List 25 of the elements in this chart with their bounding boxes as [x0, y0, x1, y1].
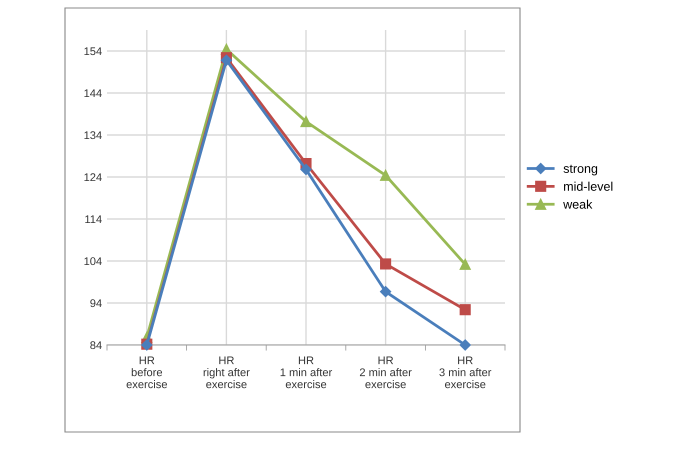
x-tick-label: HR 2 min after exercise: [360, 356, 412, 388]
legend-label: mid-level: [564, 182, 612, 191]
y-tick-label: 134: [84, 131, 102, 140]
point: [300, 116, 312, 128]
point: [380, 258, 392, 270]
y-tick-label: 84: [90, 341, 102, 350]
legend-label: weak: [563, 200, 592, 209]
y-tick-label: 124: [84, 173, 102, 182]
point: [460, 304, 471, 316]
point: [460, 339, 471, 351]
y-tick-label: 144: [84, 89, 102, 98]
point: [380, 286, 392, 298]
point: [380, 170, 392, 181]
y-tick-label: 154: [84, 47, 102, 56]
x-tick-label: HR 3 min after exercise: [439, 356, 492, 388]
point: [460, 258, 471, 270]
point: [300, 164, 312, 176]
y-tick-label: 114: [85, 215, 102, 224]
y-tick-label: 104: [84, 257, 102, 266]
x-tick-label: HR right after exercise: [204, 356, 250, 388]
y-tick-label: 94: [90, 299, 102, 308]
x-tick-label: HR before exercise: [126, 356, 167, 388]
point: [220, 54, 232, 66]
legend-label: strong: [564, 164, 598, 176]
x-tick-label: HR 1 min after exercise: [280, 356, 332, 388]
